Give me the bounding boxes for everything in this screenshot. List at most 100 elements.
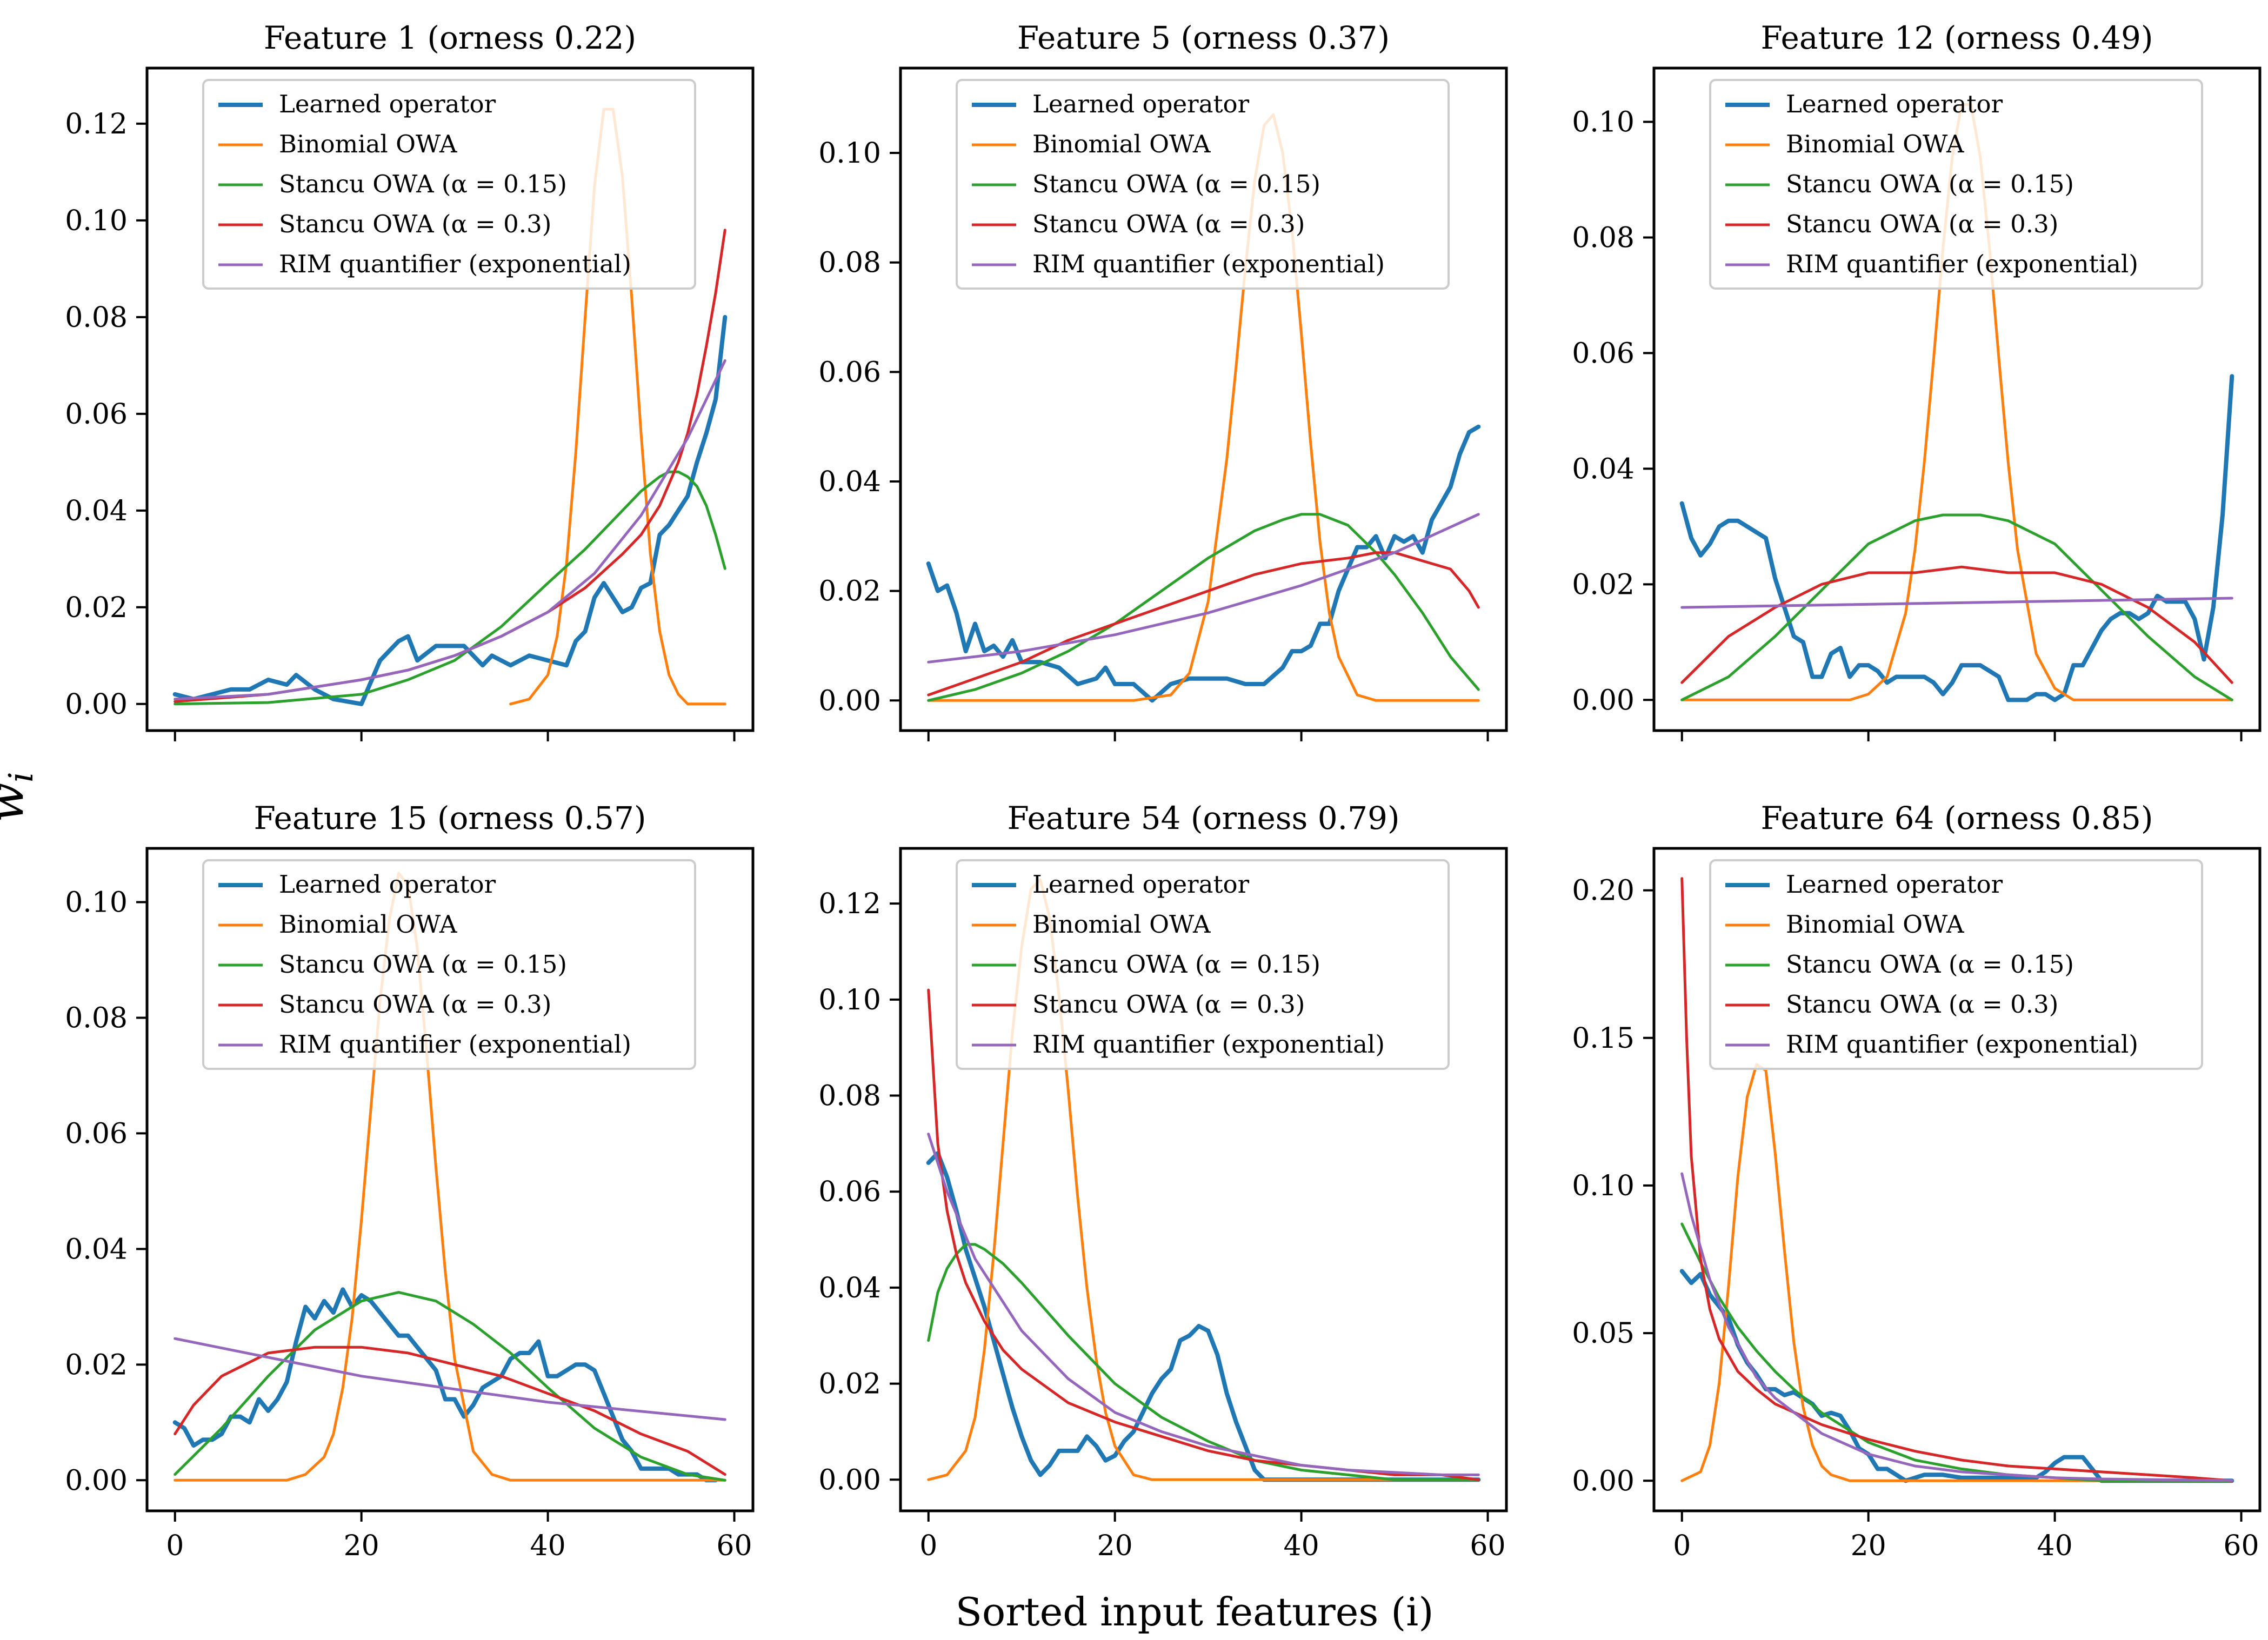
legend-box (202, 859, 696, 1070)
legend: Learned operator Binomial OWA Stancu OWA (… (202, 859, 696, 1070)
y-tick-label: 0.02 (818, 1368, 881, 1401)
x-tick-label: 0 (166, 1530, 184, 1562)
legend-label-stancu-owa-alpha-0-15: Stancu OWA (α = 0.15) (1786, 950, 2074, 979)
y-tick-label: 0.04 (1572, 453, 1635, 485)
plot-frame (145, 66, 755, 732)
y-tick-label: 0.08 (65, 1002, 128, 1034)
y-tick-label: 0.10 (818, 984, 881, 1016)
legend-label-learned-operator: Learned operator (1786, 90, 2003, 118)
subplot-5: Feature 54 (orness 0.79) 0 20 40 60 0.00 0.02 0… (818, 800, 1508, 1562)
series-line-learned-operator (1679, 374, 2234, 702)
plot-frame (145, 847, 755, 1512)
subplot-2: Feature 5 (orness 0.37) 0.00 0.02 0.04 0.06 0… (818, 19, 1508, 741)
subplot-title: Feature 12 (orness 0.49) (1760, 19, 2153, 56)
legend: Learned operator Binomial OWA Stancu OWA (… (956, 79, 1450, 290)
x-tick-label: 20 (1097, 1530, 1133, 1562)
y-tick-label: 0.04 (818, 1272, 881, 1304)
x-tick-label: 40 (530, 1530, 565, 1562)
y-tick-label: 0.20 (1572, 875, 1635, 907)
y-tick-label: 0.04 (818, 466, 881, 498)
legend-label-stancu-owa-alpha-0-15: Stancu OWA (α = 0.15) (279, 950, 567, 979)
legend-label-stancu-owa-alpha-0-3: Stancu OWA (α = 0.3) (1786, 990, 2058, 1019)
series-line-stancu-owa-alpha-0-15 (1680, 1222, 2233, 1482)
series-line-stancu-owa-alpha-0-3 (927, 551, 1480, 697)
subplot-title: Feature 15 (orness 0.57) (254, 800, 646, 836)
legend: Learned operator Binomial OWA Stancu OWA (… (956, 859, 1450, 1070)
y-tick-label: 0.00 (1572, 1465, 1635, 1497)
series-line-stancu-owa-alpha-0-15 (174, 470, 726, 706)
y-tick-label: 0.00 (818, 685, 881, 717)
legend-label-learned-operator: Learned operator (1032, 90, 1250, 118)
subplot-title: Feature 54 (orness 0.79) (1007, 800, 1399, 836)
y-tick-label: 0.02 (65, 592, 128, 624)
y-tick-label: 0.08 (1572, 222, 1635, 254)
subplot-title: Feature 5 (orness 0.37) (1017, 19, 1390, 56)
series-line-rim-quantifier-exponential (174, 359, 726, 701)
y-tick-label: 0.08 (818, 1080, 881, 1113)
legend-label-rim-quantifier-exponential: RIM quantifier (exponential) (1786, 1030, 2138, 1059)
y-tick-label: 0.04 (65, 1233, 128, 1266)
legend-label-rim-quantifier-exponential: RIM quantifier (exponential) (279, 1030, 631, 1059)
x-tick-label: 0 (1673, 1530, 1691, 1562)
y-tick-label: 0.04 (65, 495, 128, 527)
y-tick-label: 0.10 (1572, 106, 1635, 138)
y-tick-label: 0.02 (818, 575, 881, 608)
legend-label-learned-operator: Learned operator (279, 90, 496, 118)
legend: Learned operator Binomial OWA Stancu OWA (… (1709, 859, 2203, 1070)
legend-label-binomial-owa: Binomial OWA (279, 130, 457, 158)
y-tick-label: 0.10 (1572, 1170, 1635, 1202)
series-group (1679, 877, 2234, 1483)
series-group (172, 108, 728, 706)
x-tick-label: 0 (919, 1530, 937, 1562)
legend-label-stancu-owa-alpha-0-3: Stancu OWA (α = 0.3) (1786, 210, 2058, 238)
series-group (926, 878, 1481, 1482)
legend-label-stancu-owa-alpha-0-15: Stancu OWA (α = 0.15) (1786, 170, 2074, 198)
y-tick-label: 0.00 (65, 1464, 128, 1497)
legend-label-learned-operator: Learned operator (279, 870, 496, 899)
subplot-grid: Feature 1 (orness 0.22) 0.00 0.02 0.04 0.06 0… (65, 19, 2262, 1562)
legend-label-rim-quantifier-exponential: RIM quantifier (exponential) (279, 250, 631, 278)
subplot-6: Feature 64 (orness 0.85) 0 20 40 60 0.00 0.05 0… (1572, 800, 2262, 1562)
legend-label-binomial-owa: Binomial OWA (279, 910, 457, 939)
x-tick-label: 20 (344, 1530, 379, 1562)
series-line-binomial-owa (1680, 1063, 2233, 1482)
series-line-stancu-owa-alpha-0-3 (1680, 877, 2233, 1482)
series-line-learned-operator (172, 1287, 718, 1483)
legend-label-learned-operator: Learned operator (1032, 870, 1250, 899)
y-axis-label-main: w (0, 782, 34, 822)
y-tick-label: 0.00 (1572, 684, 1635, 717)
y-axis-label-subscript: i (1, 772, 41, 782)
plot-frame (1652, 847, 2262, 1512)
x-tick-label: 20 (1851, 1530, 1886, 1562)
y-tick-label: 0.06 (818, 356, 881, 389)
series-line-rim-quantifier-exponential (1680, 597, 2233, 609)
legend-label-stancu-owa-alpha-0-3: Stancu OWA (α = 0.3) (279, 210, 551, 238)
series-line-rim-quantifier-exponential (174, 1337, 726, 1421)
legend-box (1709, 859, 2203, 1070)
x-tick-label: 40 (1283, 1530, 1319, 1562)
y-axis-label: wi (0, 772, 41, 822)
y-tick-label: 0.06 (65, 1117, 128, 1150)
legend-label-binomial-owa: Binomial OWA (1032, 910, 1211, 939)
y-tick-label: 0.12 (818, 888, 881, 920)
legend: Learned operator Binomial OWA Stancu OWA (… (1709, 79, 2203, 290)
plot-frame (899, 847, 1508, 1512)
legend-label-binomial-owa: Binomial OWA (1786, 130, 1964, 158)
y-tick-label: 0.06 (1572, 337, 1635, 370)
legend-box (956, 859, 1450, 1070)
y-tick-label: 0.10 (65, 205, 128, 237)
plot-frame (1652, 66, 2262, 732)
legend-label-stancu-owa-alpha-0-3: Stancu OWA (α = 0.3) (1032, 990, 1305, 1019)
series-line-rim-quantifier-exponential (927, 1133, 1480, 1476)
y-tick-label: 0.00 (65, 688, 128, 721)
series-line-rim-quantifier-exponential (1680, 1172, 2233, 1482)
x-tick-label: 40 (2037, 1530, 2072, 1562)
series-line-stancu-owa-alpha-0-15 (174, 1291, 726, 1482)
x-tick-label: 60 (2223, 1530, 2259, 1562)
y-tick-label: 0.06 (818, 1176, 881, 1208)
subplot-3: Feature 12 (orness 0.49) 0.00 0.02 0.04 0.06… (1572, 19, 2262, 741)
legend-label-learned-operator: Learned operator (1786, 870, 2003, 899)
legend-label-stancu-owa-alpha-0-3: Stancu OWA (α = 0.3) (279, 990, 551, 1019)
series-line-stancu-owa-alpha-0-15 (1680, 513, 2233, 701)
